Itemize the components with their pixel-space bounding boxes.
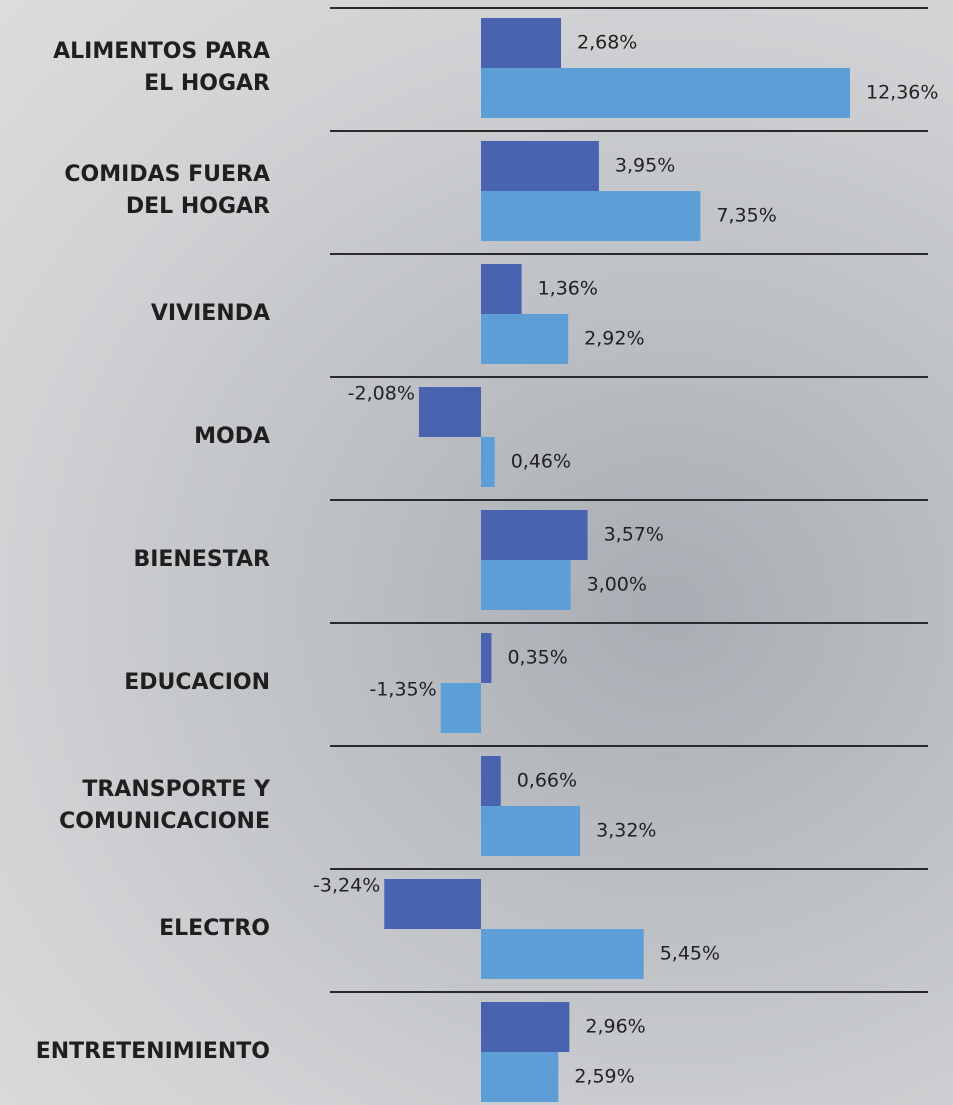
category-label: BIENESTAR — [133, 547, 270, 572]
bar — [384, 879, 481, 929]
value-label: 3,00% — [587, 574, 647, 596]
value-label: 0,35% — [507, 647, 567, 669]
bar — [481, 929, 644, 979]
value-label: 0,66% — [517, 770, 577, 792]
category-label: EDUCACION — [124, 670, 270, 695]
value-label: 5,45% — [660, 943, 720, 965]
bar — [481, 191, 701, 241]
value-label: 2,92% — [584, 328, 644, 350]
value-label: 12,36% — [866, 82, 938, 104]
value-label: -1,35% — [369, 679, 436, 701]
value-label: 3,32% — [596, 820, 656, 842]
value-label: -2,08% — [348, 383, 415, 405]
bar — [481, 633, 492, 683]
value-label: 2,68% — [577, 32, 637, 54]
bar — [481, 756, 501, 806]
value-label: 2,59% — [574, 1066, 634, 1088]
bar — [481, 510, 588, 560]
bar — [481, 1052, 559, 1102]
bar — [481, 806, 581, 856]
bar — [481, 68, 850, 118]
value-label: 3,95% — [615, 155, 675, 177]
value-label: -3,24% — [313, 875, 380, 897]
category-label: MODA — [194, 424, 270, 449]
value-label: 1,36% — [538, 278, 598, 300]
value-label: 7,35% — [716, 205, 776, 227]
value-label: 3,57% — [604, 524, 664, 546]
value-label: 2,96% — [585, 1016, 645, 1038]
category-label: COMIDAS FUERA DEL HOGAR — [64, 162, 270, 219]
bar — [418, 387, 481, 437]
category-label: ENTRETENIMIENTO — [35, 1039, 270, 1064]
value-label: 0,46% — [511, 451, 571, 473]
bar — [481, 560, 571, 610]
bar — [440, 683, 481, 733]
category-label: ELECTRO — [159, 916, 270, 941]
bar — [481, 18, 562, 68]
category-label: ALIMENTOS PARA EL HOGAR — [53, 39, 270, 96]
bar — [481, 1002, 570, 1052]
category-label: VIVIENDA — [150, 301, 270, 326]
bar — [481, 264, 522, 314]
bar — [481, 437, 495, 487]
category-label: TRANSPORTE Y COMUNICACIONE — [59, 777, 270, 834]
bar — [481, 314, 569, 364]
bar — [481, 141, 599, 191]
